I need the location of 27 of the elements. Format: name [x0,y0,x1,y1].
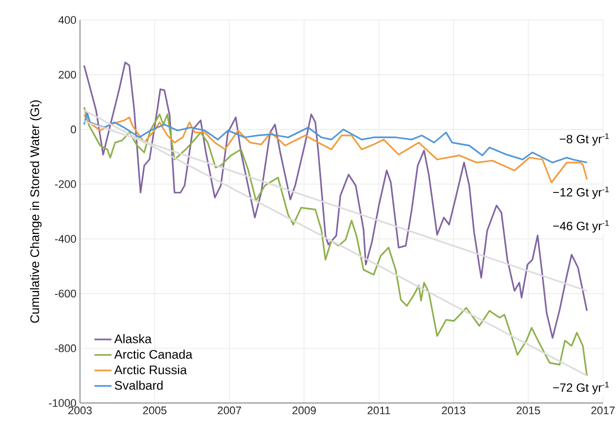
y-tick-label: -1000 [48,399,76,407]
annotation: −8 Gt yr$^{-1}$ [560,133,609,146]
y-tick-label: -200 [55,180,76,188]
x-tick-label: 2011 [368,406,390,414]
y-axis-title: Cumulative Change in Stored Water (Gt) [30,100,42,323]
annotation: −72 Gt yr$^{-1}$ [553,382,609,394]
x-tick-label: 2013 [442,406,466,414]
annotation: −12 Gt yr$^{-1}$ [553,186,609,199]
legend-label: Svalbard [114,380,163,390]
x-tick-label: 2015 [516,406,540,414]
legend-label: Alaska [114,334,152,344]
y-tick-label: 400 [58,16,76,24]
legend-label: Arctic Canada [114,350,192,359]
x-tick-label: 2003 [68,406,92,414]
annotation: −46 Gt yr$^{-1}$ [553,220,609,233]
y-tick-label: -600 [55,290,76,298]
line-series [83,112,588,164]
x-tick-label: 2005 [143,406,166,414]
line-series [83,114,588,184]
x-tick-label: 2009 [292,406,316,414]
x-tick-label: 2007 [218,406,242,414]
y-tick-label: -400 [55,234,76,243]
y-tick-label: 200 [58,70,76,79]
x-tick-label: 2017 [591,406,615,414]
legend-label: Arctic Russia [114,365,187,374]
y-tick-label: 0 [70,126,76,134]
y-tick-label: -800 [55,344,76,352]
